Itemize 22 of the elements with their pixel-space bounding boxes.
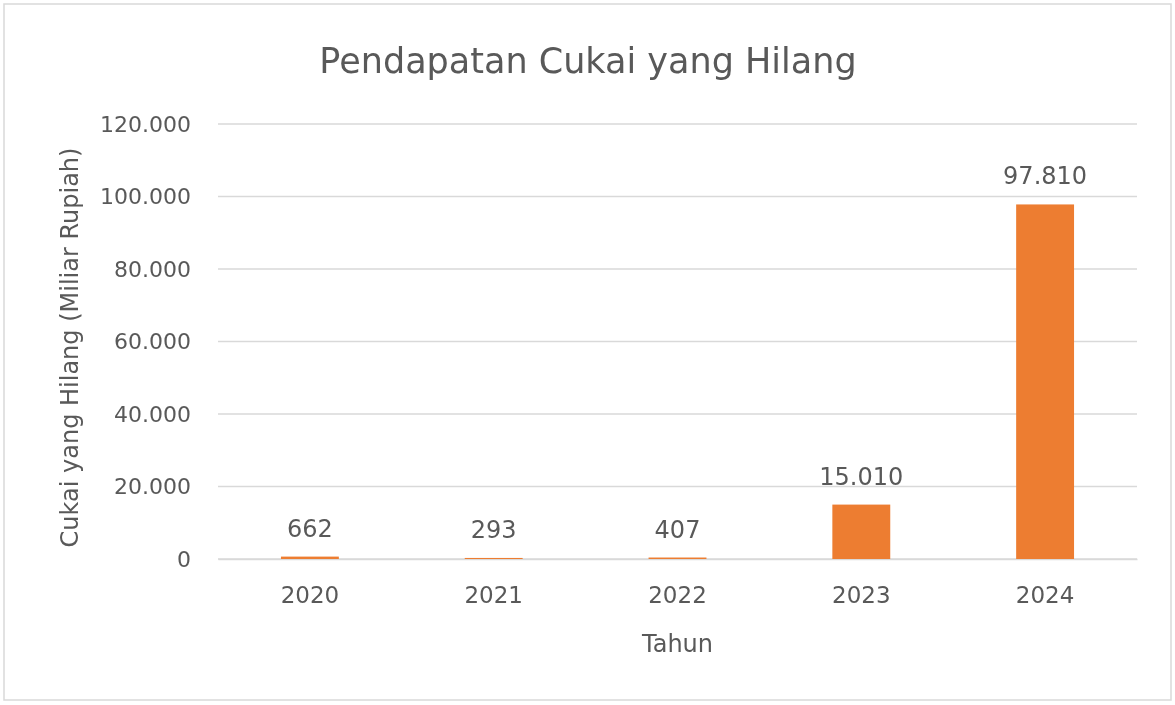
data-label: 293: [470, 515, 517, 544]
data-label: 97.810: [1003, 162, 1088, 191]
chart-title: Pendapatan Cukai yang Hilang: [319, 41, 857, 81]
y-tick-label: 60.000: [114, 329, 191, 355]
data-label: 662: [286, 514, 333, 543]
x-tick-label: 2020: [280, 582, 340, 609]
bar: [1016, 204, 1075, 559]
y-tick-label: 0: [177, 546, 191, 572]
y-tick-label: 40.000: [114, 401, 191, 427]
x-tick-label: 2022: [648, 582, 707, 609]
y-tick-label: 80.000: [114, 256, 191, 282]
x-tick-label: 2023: [832, 582, 891, 609]
x-tick-label: 2024: [1015, 582, 1075, 609]
bar: [832, 504, 891, 559]
y-tick-label: 20.000: [114, 474, 191, 500]
x-axis-title: Tahun: [640, 630, 714, 658]
x-tick-label: 2021: [464, 582, 523, 609]
y-axis-title: Cukai yang Hilang (Miliar Rupiah): [56, 147, 84, 548]
y-tick-label: 100.000: [100, 184, 191, 210]
data-label: 407: [654, 515, 701, 544]
y-tick-label: 120.000: [100, 111, 191, 137]
data-label: 15.010: [819, 462, 904, 491]
